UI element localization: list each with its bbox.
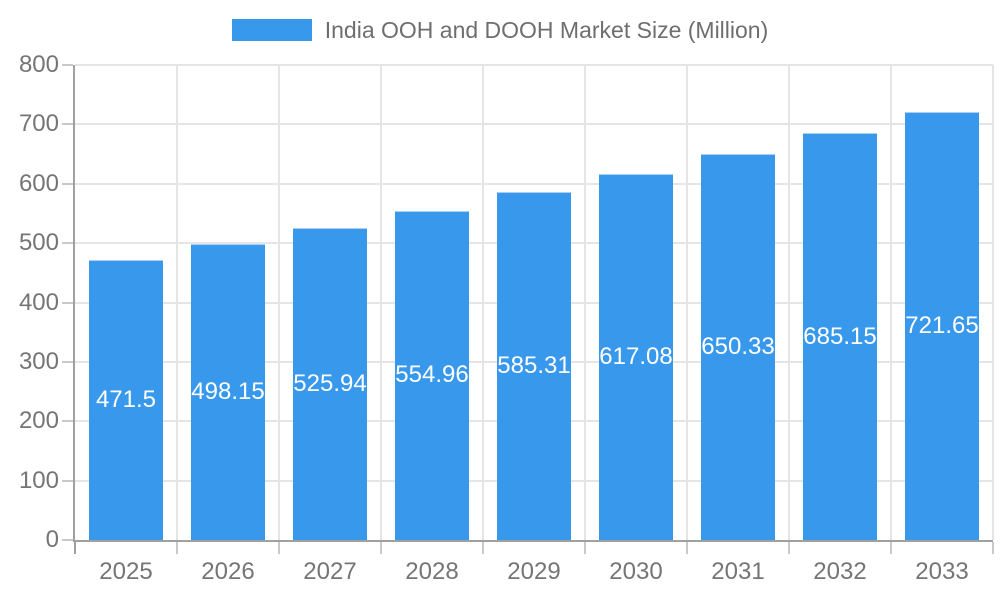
x-tick-mark	[278, 542, 280, 554]
v-gridline	[482, 65, 484, 540]
x-tick-label: 2031	[711, 558, 765, 585]
y-tick-label: 100	[18, 466, 59, 494]
v-gridline	[992, 65, 994, 540]
y-tick-label: 400	[18, 288, 59, 316]
bar-value-label: 525.94	[293, 369, 367, 397]
x-tick-label: 2025	[99, 558, 153, 585]
bar-value-label: 498.15	[191, 378, 265, 406]
x-tick-mark	[788, 542, 790, 554]
y-tick-mark	[62, 479, 73, 482]
v-gridline	[584, 65, 586, 540]
x-tick-label: 2029	[507, 558, 561, 585]
x-tick-label: 2027	[303, 558, 357, 585]
x-tick-label: 2028	[405, 558, 459, 585]
legend-item[interactable]: India OOH and DOOH Market Size (Million)	[231, 17, 769, 43]
bar-value-label: 471.5	[95, 386, 157, 414]
y-tick-mark	[62, 242, 73, 245]
bar: 617.08	[599, 173, 673, 540]
x-tick-mark	[890, 542, 892, 554]
legend-swatch	[231, 19, 312, 41]
y-tick-label: 800	[18, 51, 59, 78]
y-tick-label: 500	[18, 229, 59, 257]
bar: 554.96	[395, 210, 469, 540]
v-gridline	[380, 65, 382, 540]
bar: 471.5	[89, 260, 163, 540]
y-tick-label: 700	[18, 110, 59, 138]
bar-value-label: 650.33	[701, 332, 775, 360]
v-gridline	[176, 65, 178, 540]
x-tick-mark	[380, 542, 382, 554]
y-tick-mark	[62, 360, 73, 363]
x-tick-mark	[584, 542, 586, 554]
x-tick-mark	[74, 542, 76, 554]
x-tick-mark	[992, 542, 994, 554]
y-tick-label: 0	[45, 526, 59, 553]
x-tick-label: 2032	[813, 558, 867, 585]
legend: India OOH and DOOH Market Size (Million)	[0, 17, 1000, 43]
bar-value-label: 617.08	[599, 342, 673, 370]
bar: 498.15	[191, 244, 265, 540]
h-gridline	[75, 182, 993, 185]
x-tick-label: 2030	[609, 558, 663, 585]
y-tick-mark	[62, 539, 73, 541]
bar: 585.31	[497, 192, 571, 540]
y-tick-mark	[62, 182, 73, 185]
y-tick-mark	[62, 420, 73, 423]
v-gridline	[278, 65, 280, 540]
y-tick-mark	[62, 301, 73, 304]
v-gridline	[788, 65, 790, 540]
v-gridline	[686, 65, 688, 540]
bar: 650.33	[701, 153, 775, 540]
x-tick-mark	[482, 542, 484, 554]
h-gridline	[75, 64, 993, 66]
y-tick-label: 300	[18, 347, 59, 375]
x-tick-mark	[686, 542, 688, 554]
bar-value-label: 554.96	[395, 361, 469, 389]
legend-label: India OOH and DOOH Market Size (Million)	[324, 17, 769, 43]
x-tick-label: 2033	[915, 558, 969, 585]
y-tick-label: 200	[18, 407, 59, 435]
y-tick-label: 600	[18, 169, 59, 197]
v-gridline	[890, 65, 892, 540]
x-tick-label: 2026	[201, 558, 255, 585]
x-tick-mark	[176, 542, 178, 554]
bar: 685.15	[803, 133, 877, 540]
bar-value-label: 721.65	[905, 311, 979, 339]
h-gridline	[75, 123, 993, 126]
bar: 525.94	[293, 227, 367, 540]
bar-value-label: 585.31	[497, 352, 571, 380]
bar-value-label: 685.15	[803, 322, 877, 350]
plot-area: 471.5 498.15 525.94 554.96 585.31 617.08 650.3…	[73, 64, 994, 542]
y-tick-mark	[62, 64, 73, 66]
bar: 721.65	[905, 111, 979, 540]
y-tick-mark	[62, 123, 73, 126]
